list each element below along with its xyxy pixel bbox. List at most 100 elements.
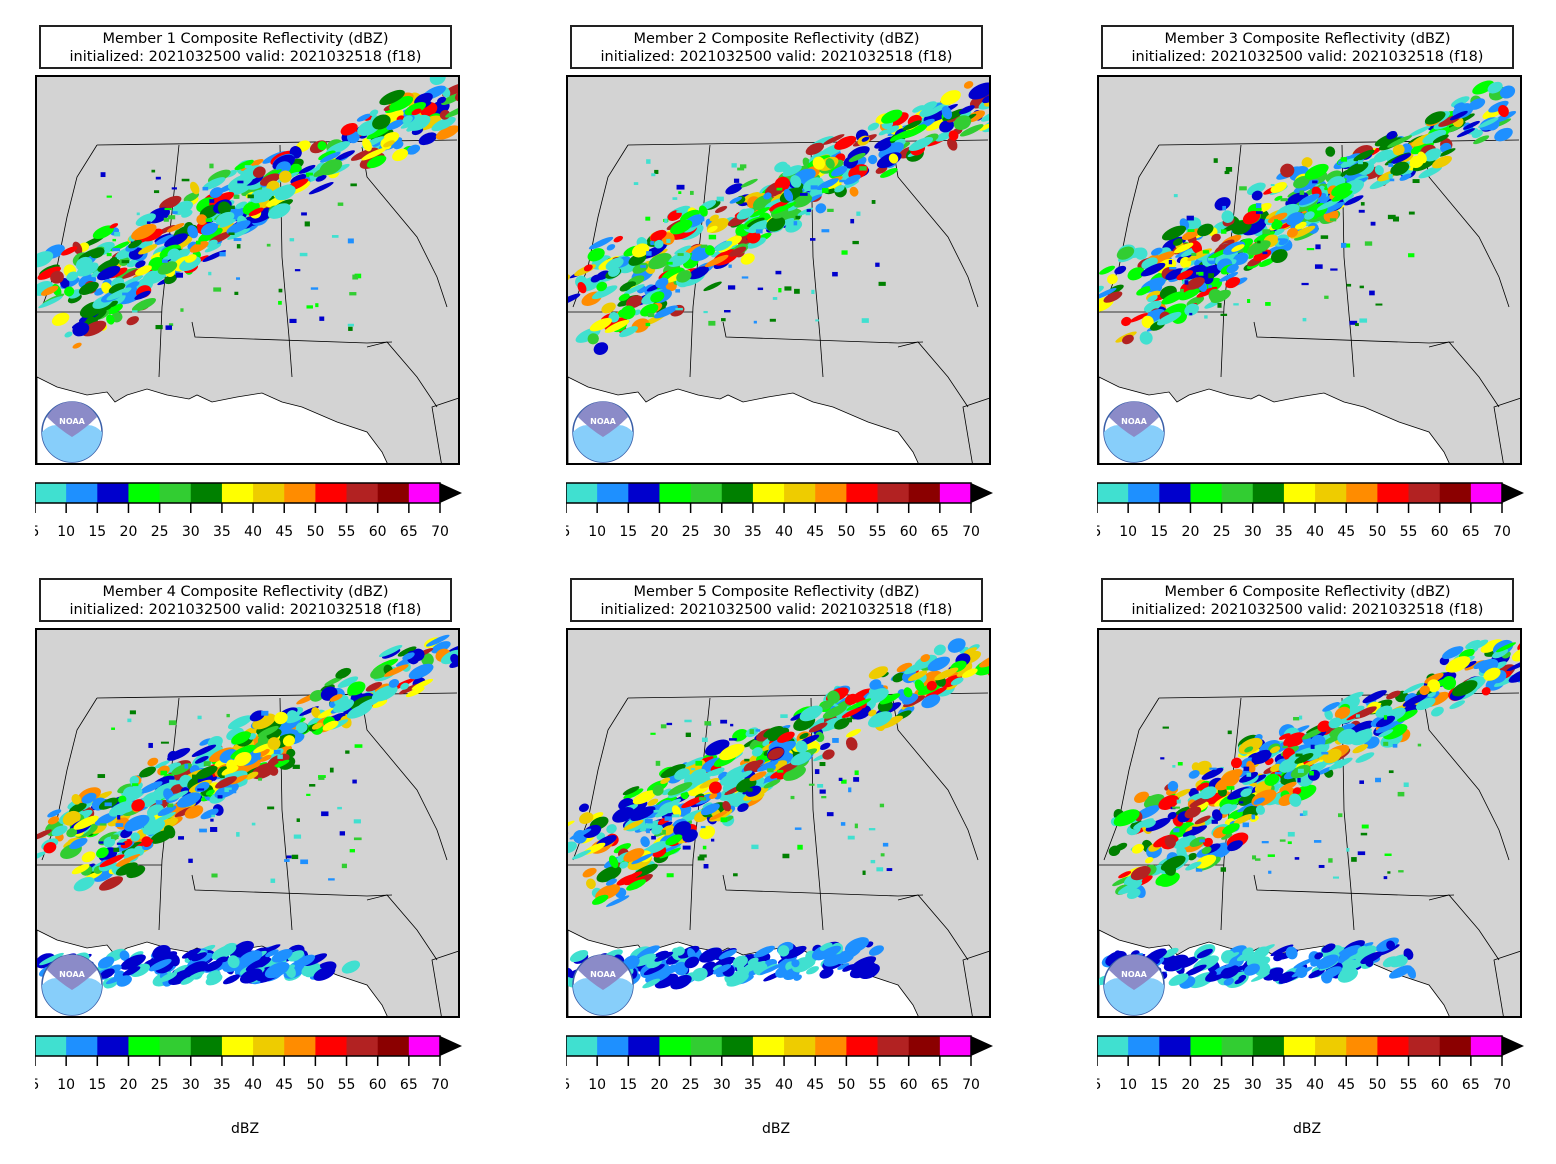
reflectivity-cell	[1140, 262, 1166, 277]
reflectivity-cell	[1417, 151, 1427, 164]
reflectivity-cell	[772, 201, 797, 214]
reflectivity-cell	[880, 168, 898, 178]
colorbar-segment	[128, 1036, 161, 1056]
reflectivity-cell	[230, 744, 256, 759]
reflectivity-cell	[1278, 758, 1298, 773]
reflectivity-cell	[168, 953, 180, 967]
reflectivity-cell	[1226, 264, 1239, 274]
reflectivity-cell	[200, 222, 218, 236]
reflectivity-cell	[794, 827, 802, 830]
colorbar-label: dBZ	[1292, 1121, 1322, 1137]
reflectivity-cell	[1418, 165, 1443, 179]
reflectivity-cell	[1240, 788, 1252, 797]
reflectivity-cell	[903, 687, 913, 698]
colorbar-tick-label: 35	[1275, 524, 1293, 540]
reflectivity-cell	[128, 239, 142, 249]
colorbar-tick-label: 45	[806, 1077, 824, 1093]
reflectivity-cell	[1158, 795, 1179, 810]
noaa-logo-icon: NOAA	[1103, 954, 1165, 1016]
reflectivity-cell	[47, 816, 60, 825]
reflectivity-cell	[1374, 165, 1384, 176]
colorbar-tick-label: 65	[400, 1077, 418, 1093]
reflectivity-cell	[947, 638, 966, 653]
reflectivity-cell	[199, 738, 212, 746]
reflectivity-cell	[841, 250, 848, 255]
reflectivity-cell	[1259, 944, 1275, 953]
reflectivity-cell	[1325, 146, 1336, 157]
reflectivity-cell	[402, 115, 413, 124]
reflectivity-cell	[578, 803, 590, 813]
reflectivity-cell	[661, 788, 672, 796]
reflectivity-cell	[980, 108, 989, 122]
reflectivity-cell	[1334, 706, 1351, 720]
reflectivity-cell	[1344, 195, 1364, 206]
reflectivity-cell	[112, 247, 121, 252]
colorbar-extend-arrow	[440, 1036, 462, 1056]
reflectivity-cell	[808, 722, 828, 733]
reflectivity-cell	[741, 276, 749, 279]
reflectivity-cell	[198, 227, 223, 242]
reflectivity-cell	[674, 946, 685, 956]
reflectivity-cell	[1317, 720, 1331, 733]
reflectivity-cell	[871, 200, 876, 204]
reflectivity-cell	[1279, 839, 1286, 842]
reflectivity-cell	[963, 81, 974, 89]
reflectivity-cell	[677, 253, 684, 256]
reflectivity-cell	[233, 194, 240, 199]
reflectivity-cell	[868, 666, 889, 680]
reflectivity-cell	[1336, 945, 1362, 960]
reflectivity-cell	[1387, 135, 1413, 148]
reflectivity-cell	[1253, 797, 1265, 805]
reflectivity-cell	[666, 722, 673, 726]
reflectivity-cell	[78, 281, 99, 295]
colorbar-segment	[1439, 483, 1472, 503]
state-boundary	[897, 894, 969, 961]
reflectivity-cell	[1303, 211, 1315, 220]
reflectivity-cell	[116, 842, 125, 845]
reflectivity-cell	[981, 119, 989, 133]
reflectivity-cell	[821, 796, 827, 799]
reflectivity-cell	[752, 759, 764, 767]
reflectivity-cell	[805, 142, 824, 156]
reflectivity-cell	[1419, 685, 1430, 696]
reflectivity-cell	[203, 761, 211, 767]
reflectivity-cell	[366, 126, 392, 140]
panel-title: Member 1 Composite Reflectivity (dBZ) in…	[39, 25, 452, 69]
reflectivity-cell	[227, 205, 235, 210]
reflectivity-cell	[1498, 104, 1509, 118]
reflectivity-cell	[703, 281, 722, 292]
reflectivity-cell	[810, 238, 816, 241]
reflectivity-cell	[1099, 287, 1117, 300]
reflectivity-cell	[1219, 272, 1239, 282]
reflectivity-cell	[827, 690, 840, 704]
colorbar-tick-label: 40	[244, 1077, 262, 1093]
reflectivity-cell	[701, 737, 708, 743]
colorbar-segment	[877, 1036, 910, 1056]
colorbar-tick-label: 55	[1400, 524, 1418, 540]
reflectivity-cell	[1322, 966, 1342, 979]
reflectivity-cell	[131, 223, 157, 240]
reflectivity-cell	[806, 966, 819, 975]
colorbar-extend-arrow	[440, 483, 462, 503]
reflectivity-cell	[1473, 659, 1490, 670]
reflectivity-cell	[642, 978, 661, 989]
reflectivity-cell	[1304, 163, 1329, 180]
reflectivity-cell	[775, 270, 782, 275]
reflectivity-cell	[941, 106, 953, 120]
reflectivity-cell	[124, 814, 150, 832]
reflectivity-cell	[1360, 951, 1383, 965]
reflectivity-cell	[228, 789, 237, 794]
reflectivity-cell	[797, 844, 803, 850]
reflectivity-cell	[867, 122, 880, 131]
reflectivity-cell	[1117, 881, 1143, 895]
reflectivity-cell	[1127, 267, 1145, 281]
colorbar-tick-label: 65	[1462, 1077, 1480, 1093]
colorbar-outline	[35, 1035, 441, 1057]
reflectivity-cell	[1270, 944, 1294, 957]
reflectivity-cell	[197, 788, 205, 791]
reflectivity-cell	[1521, 652, 1522, 663]
colorbar-segment	[1221, 483, 1254, 503]
reflectivity-cell	[651, 173, 656, 177]
reflectivity-cell	[397, 646, 417, 657]
reflectivity-cell	[1337, 967, 1358, 983]
